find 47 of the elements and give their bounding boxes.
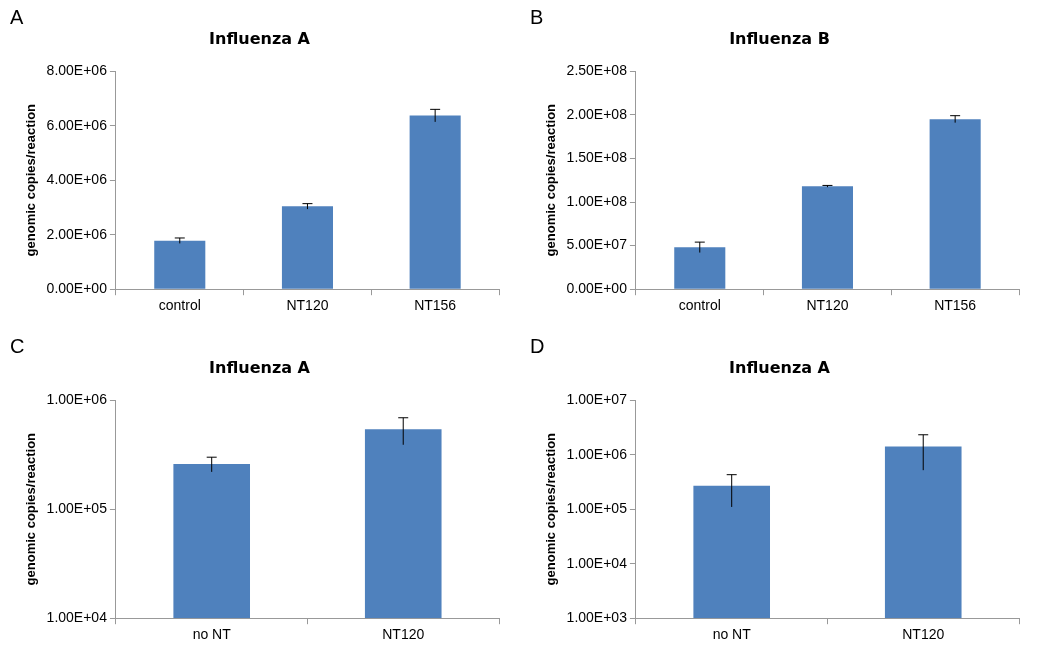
chart-title: Influenza A <box>209 28 311 48</box>
y-axis-title: genomic copies/reaction <box>23 103 39 257</box>
chart-title: Influenza A <box>209 357 311 377</box>
bar <box>674 247 726 289</box>
y-tick-label: 2.50E+08 <box>566 62 628 79</box>
bar <box>409 115 461 289</box>
text: B <box>530 6 544 29</box>
y-tick-label: 0.00E+00 <box>46 280 108 297</box>
y-tick-label: 1.50E+08 <box>566 149 628 166</box>
bar <box>281 206 334 289</box>
y-tick-label: 2.00E+08 <box>566 105 628 122</box>
chart-title: Influenza A <box>729 357 831 377</box>
x-tick-label: NT156 <box>414 297 457 314</box>
y-tick-label: 1.00E+08 <box>566 192 628 209</box>
x-tick-label: no NT <box>192 626 232 643</box>
y-tick-label: 5.00E+07 <box>566 236 628 253</box>
y-tick-label: 1.00E+06 <box>566 445 628 462</box>
y-tick-label: 4.00E+06 <box>46 171 108 188</box>
x-tick-label: control <box>678 297 721 314</box>
x-tick-label: NT120 <box>806 297 849 314</box>
y-tick-label: 1.00E+07 <box>566 391 628 408</box>
x-tick-label: NT120 <box>902 626 945 643</box>
bar <box>154 240 206 289</box>
y-axis-title: genomic copies/reaction <box>543 103 559 257</box>
y-tick-label: 1.00E+03 <box>566 609 628 626</box>
bar <box>929 119 981 289</box>
y-axis-title: genomic copies/reaction <box>23 432 39 586</box>
x-tick-label: NT156 <box>934 297 977 314</box>
y-tick-label: 1.00E+04 <box>46 609 108 626</box>
y-tick-label: 0.00E+00 <box>566 280 628 297</box>
x-tick-label: control <box>158 297 201 314</box>
x-tick-label: no NT <box>712 626 752 643</box>
text: A <box>10 6 24 29</box>
text: D <box>530 335 545 358</box>
y-axis-title: genomic copies/reaction <box>543 432 559 586</box>
y-tick-label: 2.00E+06 <box>46 225 108 242</box>
y-tick-label: 6.00E+06 <box>46 116 108 133</box>
text: C <box>10 335 25 358</box>
bar <box>801 186 854 289</box>
y-tick-label: 1.00E+06 <box>46 391 108 408</box>
chart-title: Influenza B <box>729 28 830 48</box>
x-tick-label: NT120 <box>382 626 425 643</box>
y-tick-label: 1.00E+05 <box>566 500 628 517</box>
y-tick-label: 8.00E+06 <box>46 62 108 79</box>
y-tick-label: 1.00E+04 <box>566 554 628 571</box>
x-tick-label: NT120 <box>286 297 329 314</box>
y-tick-label: 1.00E+05 <box>46 500 108 517</box>
